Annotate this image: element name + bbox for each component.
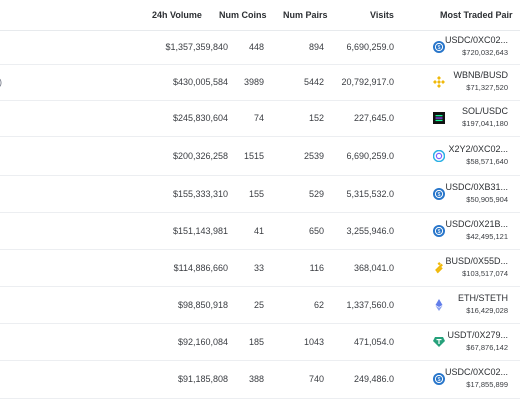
volume-cell: $98,850,918	[177, 300, 228, 310]
num-coins-cell: 33	[253, 263, 264, 273]
table-row[interactable]: $1,357,359,840 448 894 6,690,259.0 $ USDC/0XC…	[0, 30, 520, 65]
table-header: 24h Volume Num Coins Num Pairs Visits Mo…	[0, 0, 520, 31]
svg-text:$: $	[438, 377, 441, 383]
most-traded-pair-link[interactable]: ETH/STETH	[457, 293, 508, 303]
num-pairs-cell: 152	[308, 113, 324, 123]
most-traded-pair-link[interactable]: USDC/0X21B...	[445, 219, 508, 229]
num-pairs-cell: 740	[308, 374, 324, 384]
table-row[interactable]: $114,886,660 33 116 368,041.0 BUSD/0X55D... $…	[0, 249, 520, 287]
visits-cell: 1,337,560.0	[346, 300, 394, 310]
volume-cell: $114,886,660	[173, 263, 228, 273]
visits-cell: 3,255,946.0	[346, 226, 394, 236]
visits-cell: 6,690,259.0	[346, 42, 394, 52]
num-coins-cell: 74	[253, 113, 264, 123]
volume-cell: $92,160,084	[177, 337, 228, 347]
most-traded-pair-volume: $67,876,142	[466, 343, 508, 352]
num-pairs-cell: 1043	[303, 337, 324, 347]
busd-icon	[433, 262, 445, 274]
num-coins-cell: 448	[248, 42, 264, 52]
most-traded-pair-volume: $16,429,028	[466, 306, 508, 315]
most-traded-pair-volume: $17,855,899	[466, 380, 508, 389]
table-row[interactable]: $98,850,918 25 62 1,337,560.0 ETH/STETH $16,4…	[0, 286, 520, 324]
num-pairs-cell: 62	[313, 300, 324, 310]
most-traded-pair-volume: $720,032,643	[462, 48, 508, 57]
volume-cell: $245,830,604	[172, 113, 228, 123]
sol-icon	[433, 112, 445, 124]
table-row[interactable]: $245,830,604 74 152 227,645.0 SOL/USDC $197,0…	[0, 100, 520, 137]
volume-cell: $151,143,981	[172, 226, 228, 236]
table-row[interactable]: $151,143,981 41 650 3,255,946.0 $ USDC/0X21B.…	[0, 212, 520, 250]
volume-cell: $91,185,808	[177, 374, 228, 384]
most-traded-pair-volume: $58,571,640	[466, 157, 508, 166]
table-row[interactable]: $92,160,084 185 1043 471,054.0 USDT/0X279...…	[0, 323, 520, 361]
volume-cell: $1,357,359,840	[165, 42, 228, 52]
visits-cell: 471,054.0	[353, 337, 394, 347]
visits-cell: 20,792,917.0	[341, 77, 394, 87]
eth-icon	[433, 299, 445, 311]
num-coins-cell: 1515	[243, 151, 264, 161]
col-header-num-pairs[interactable]: Num Pairs	[283, 10, 328, 20]
num-coins-cell: 388	[248, 374, 264, 384]
num-coins-cell: 25	[253, 300, 264, 310]
num-pairs-cell: 650	[308, 226, 324, 236]
visits-cell: 5,315,532.0	[346, 189, 394, 199]
most-traded-pair-volume: $50,905,904	[466, 195, 508, 204]
volume-cell: $200,326,258	[172, 151, 228, 161]
num-pairs-cell: 5442	[303, 77, 324, 87]
num-coins-cell: 3989	[243, 77, 264, 87]
col-header-num-coins[interactable]: Num Coins	[219, 10, 267, 20]
most-traded-pair-volume: $197,041,180	[462, 119, 508, 128]
svg-text:$: $	[438, 45, 441, 51]
most-traded-pair-link[interactable]: BUSD/0X55D...	[445, 256, 508, 266]
svg-text:$: $	[438, 192, 441, 198]
usdc-icon: $	[433, 41, 445, 53]
svg-text:$: $	[438, 229, 441, 235]
num-coins-cell: 41	[253, 226, 264, 236]
usdc-icon: $	[433, 225, 445, 237]
num-coins-cell: 185	[248, 337, 264, 347]
most-traded-pair-link[interactable]: WBNB/BUSD	[453, 70, 508, 80]
bnb-icon	[433, 76, 445, 88]
table-row[interactable]: ) $430,005,584 3989 5442 20,792,917.0 WBNB/BU…	[0, 64, 520, 101]
col-header-24h-volume[interactable]: 24h Volume	[152, 10, 202, 20]
visits-cell: 249,486.0	[353, 374, 394, 384]
table-row[interactable]: $91,185,808 388 740 249,486.0 $ USDC/0XC02...…	[0, 360, 520, 399]
table-row[interactable]: $200,326,258 1515 2539 6,690,259.0 X2Y2/0XC0…	[0, 136, 520, 176]
volume-cell: $155,333,310	[172, 189, 228, 199]
most-traded-pair-link[interactable]: SOL/USDC	[461, 106, 508, 116]
usdt-icon	[433, 336, 445, 348]
most-traded-pair-volume: $103,517,074	[462, 269, 508, 278]
col-header-most-traded-pair[interactable]: Most Traded Pair	[440, 10, 513, 20]
visits-cell: 368,041.0	[353, 263, 394, 273]
most-traded-pair-link[interactable]: USDC/0XB31...	[445, 182, 508, 192]
most-traded-pair-volume: $42,495,121	[466, 232, 508, 241]
usdc-icon: $	[433, 373, 445, 385]
most-traded-pair-volume: $71,327,520	[466, 83, 508, 92]
num-coins-cell: 155	[248, 189, 264, 199]
most-traded-pair-link[interactable]: X2Y2/0XC02...	[448, 144, 508, 154]
usdc-icon: $	[433, 188, 445, 200]
most-traded-pair-link[interactable]: USDC/0XC02...	[444, 35, 508, 45]
num-pairs-cell: 894	[308, 42, 324, 52]
visits-cell: 6,690,259.0	[346, 151, 394, 161]
table-row[interactable]: $155,333,310 155 529 5,315,532.0 $ USDC/0XB31…	[0, 175, 520, 213]
most-traded-pair-link[interactable]: USDC/0XC02...	[444, 367, 508, 377]
num-pairs-cell: 2539	[303, 151, 324, 161]
col-header-visits[interactable]: Visits	[370, 10, 394, 20]
visits-cell: 227,645.0	[353, 113, 394, 123]
volume-cell: $430,005,584	[172, 77, 228, 87]
num-pairs-cell: 116	[309, 263, 324, 273]
most-traded-pair-link[interactable]: USDT/0X279...	[447, 330, 508, 340]
x2y2-icon	[432, 149, 446, 163]
exchange-name-fragment: )	[0, 77, 2, 87]
num-pairs-cell: 529	[308, 189, 324, 199]
